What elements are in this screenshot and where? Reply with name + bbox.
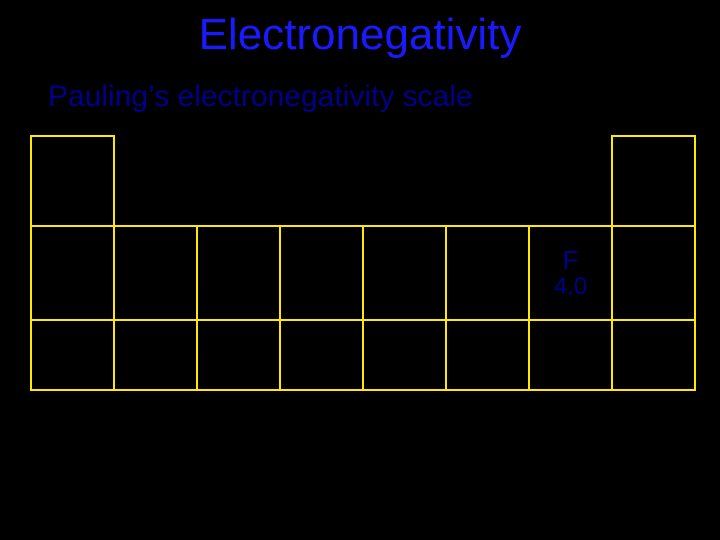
periodic-cell	[445, 225, 530, 321]
periodic-cell	[30, 319, 115, 391]
periodic-cell	[113, 225, 198, 321]
periodic-cell	[279, 319, 364, 391]
periodic-cell	[611, 135, 696, 227]
slide-subtitle: Pauling’s electronegativity scale	[48, 80, 473, 114]
periodic-cell	[362, 319, 447, 391]
periodic-cell	[611, 225, 696, 321]
slide: Electronegativity Pauling’s electronegat…	[0, 0, 720, 540]
periodic-cell	[445, 319, 530, 391]
periodic-cell	[362, 225, 447, 321]
periodic-cell	[279, 225, 364, 321]
periodic-cell	[30, 135, 115, 227]
element-symbol: F	[563, 246, 579, 275]
periodic-cell	[196, 225, 281, 321]
periodic-cell	[196, 319, 281, 391]
periodic-cell: F4.0	[528, 225, 613, 321]
periodic-cell	[611, 319, 696, 391]
slide-title: Electronegativity	[0, 10, 720, 60]
element-value: 4.0	[554, 274, 587, 300]
periodic-cell	[113, 319, 198, 391]
periodic-cell	[528, 319, 613, 391]
periodic-cell	[30, 225, 115, 321]
